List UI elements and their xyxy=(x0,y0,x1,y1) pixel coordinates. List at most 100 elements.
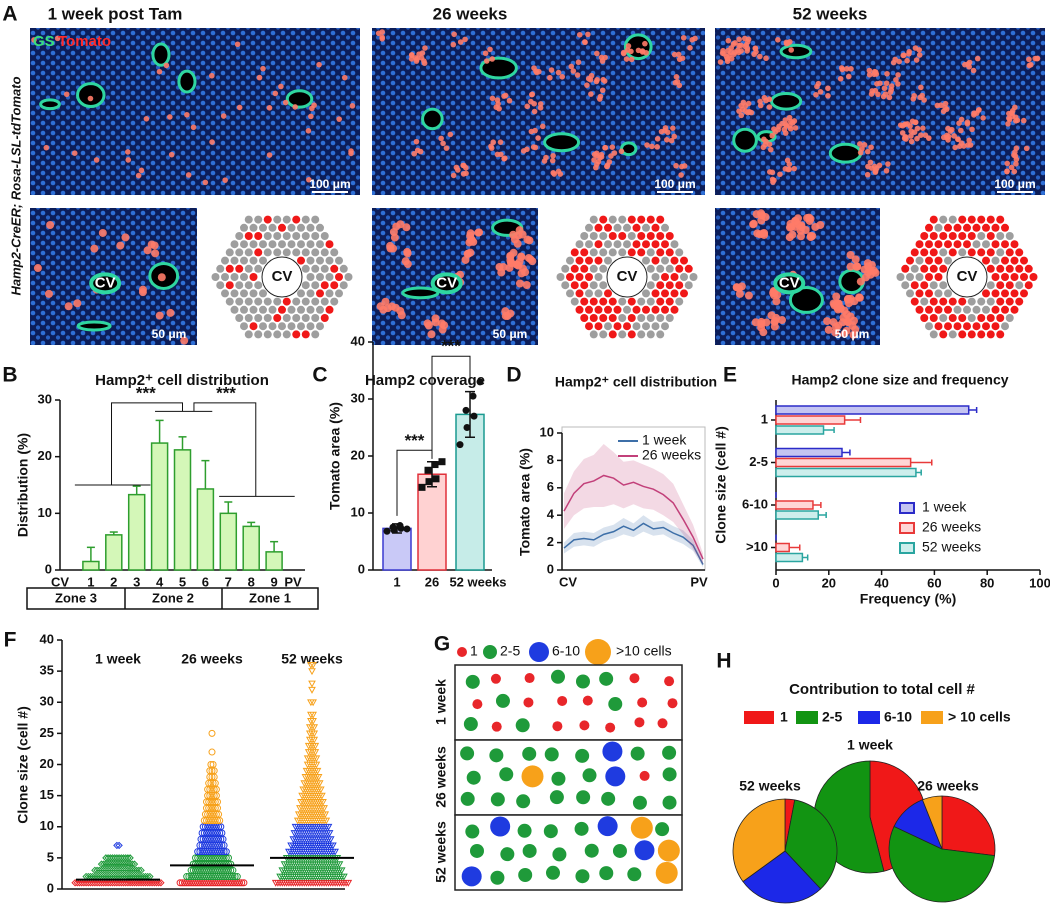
hepatocyte xyxy=(230,256,239,265)
scale-bar-label: 100 μm xyxy=(309,177,350,191)
x-tick-label: 100 xyxy=(1029,575,1050,590)
hepatocyte xyxy=(306,240,315,249)
hepatocyte xyxy=(244,314,253,322)
clone-dots xyxy=(205,779,219,787)
significance: *** xyxy=(441,337,461,356)
hepatocyte xyxy=(651,256,660,265)
hepatocyte xyxy=(254,232,263,240)
hepatocyte xyxy=(967,215,976,224)
tomato-cell xyxy=(87,95,94,102)
tomato-cell xyxy=(306,176,312,183)
x-tick-label: 26 xyxy=(425,574,439,589)
point xyxy=(432,475,440,483)
stain-tomato: Tomato xyxy=(58,33,111,50)
pie-slice xyxy=(742,850,822,904)
clone-dot xyxy=(579,720,590,731)
hepatocyte xyxy=(268,240,277,249)
clone-dot xyxy=(515,718,530,733)
tomato-cell xyxy=(762,141,768,148)
x-tick-label: 2 xyxy=(110,574,117,589)
tomato-cell xyxy=(488,143,494,150)
hepatocyte xyxy=(623,322,631,331)
tomato-cell xyxy=(379,34,385,41)
tomato-cell xyxy=(147,240,156,249)
tomato-cell xyxy=(687,45,693,51)
hepatocyte xyxy=(991,240,1000,249)
zone-label: Zone 1 xyxy=(249,590,291,605)
tomato-cell xyxy=(593,150,600,157)
point xyxy=(431,461,439,469)
y-tick-label: 30 xyxy=(351,390,365,405)
legend-swatch xyxy=(899,542,915,554)
tomato-cell xyxy=(1013,161,1019,167)
clone-dots xyxy=(187,866,237,874)
hepatocyte xyxy=(623,240,631,249)
tomato-cell xyxy=(815,80,822,87)
hepatocyte xyxy=(254,215,263,224)
clone-dot xyxy=(550,669,565,684)
hepatocyte xyxy=(651,322,660,331)
tomato-cell xyxy=(817,89,824,95)
tomato-cell xyxy=(1008,164,1015,171)
legend-swatch xyxy=(899,522,915,534)
hepatocyte xyxy=(1005,232,1014,240)
hepatocyte xyxy=(325,240,334,249)
tomato-cell xyxy=(547,74,553,81)
hepatocyte xyxy=(311,314,320,322)
hepatocyte xyxy=(585,240,593,249)
tomato-cell xyxy=(550,152,556,159)
tomato-cell xyxy=(272,90,279,97)
tomato-cell xyxy=(463,164,469,171)
tomato-cell xyxy=(1004,168,1010,174)
clone-dot xyxy=(575,869,590,884)
clone-dot xyxy=(517,823,532,838)
hepatocyte xyxy=(589,330,598,339)
hepatocyte xyxy=(594,273,603,281)
tomato-cell xyxy=(536,68,542,75)
hepatocyte xyxy=(273,297,282,306)
tomato-cell xyxy=(209,139,215,145)
tomato-cell xyxy=(868,144,874,151)
y-tick-label: 10 xyxy=(38,505,52,520)
pie-label: 26 weeks xyxy=(917,778,979,794)
tomato-cell xyxy=(73,299,82,308)
hepatocyte xyxy=(627,314,636,322)
hepatocyte xyxy=(316,273,324,281)
hepatocyte xyxy=(608,232,617,240)
tomato-cell xyxy=(376,302,385,311)
hepatocyte xyxy=(958,297,967,306)
tomato-cell xyxy=(71,150,78,156)
hepatocyte xyxy=(561,264,570,273)
hepatocyte xyxy=(287,305,296,314)
hepatocyte xyxy=(599,314,608,322)
clone-dot xyxy=(597,816,618,837)
y-tick-label: 25 xyxy=(40,725,54,740)
hepatocyte xyxy=(618,215,627,224)
hepatocyte xyxy=(646,297,655,306)
hepatocyte xyxy=(627,330,636,339)
clone-dot xyxy=(522,746,537,761)
tomato-cell xyxy=(531,108,538,115)
error-bar xyxy=(915,469,922,476)
tomato-cell xyxy=(771,126,777,132)
tomato-cell xyxy=(466,248,475,257)
tomato-cell xyxy=(842,326,851,335)
tomato-cell xyxy=(744,48,750,54)
vessel xyxy=(543,132,581,153)
y-tick-label: 30 xyxy=(40,694,54,709)
hepatocyte xyxy=(1024,281,1033,290)
clone-dots xyxy=(301,774,323,781)
panel-letter: B xyxy=(2,364,17,387)
hepatocyte xyxy=(637,215,646,224)
tomato-cell xyxy=(952,144,958,151)
tomato-cell xyxy=(943,106,950,112)
hepatocyte xyxy=(254,330,263,339)
clone-dots xyxy=(203,804,222,812)
tomato-cell xyxy=(506,309,515,318)
tomato-cell xyxy=(506,97,513,104)
tomato-cell xyxy=(524,103,531,110)
hepatocyte xyxy=(963,305,971,314)
hepatocyte xyxy=(599,297,608,306)
tomato-cell xyxy=(880,93,887,100)
clone-dot xyxy=(499,767,514,782)
